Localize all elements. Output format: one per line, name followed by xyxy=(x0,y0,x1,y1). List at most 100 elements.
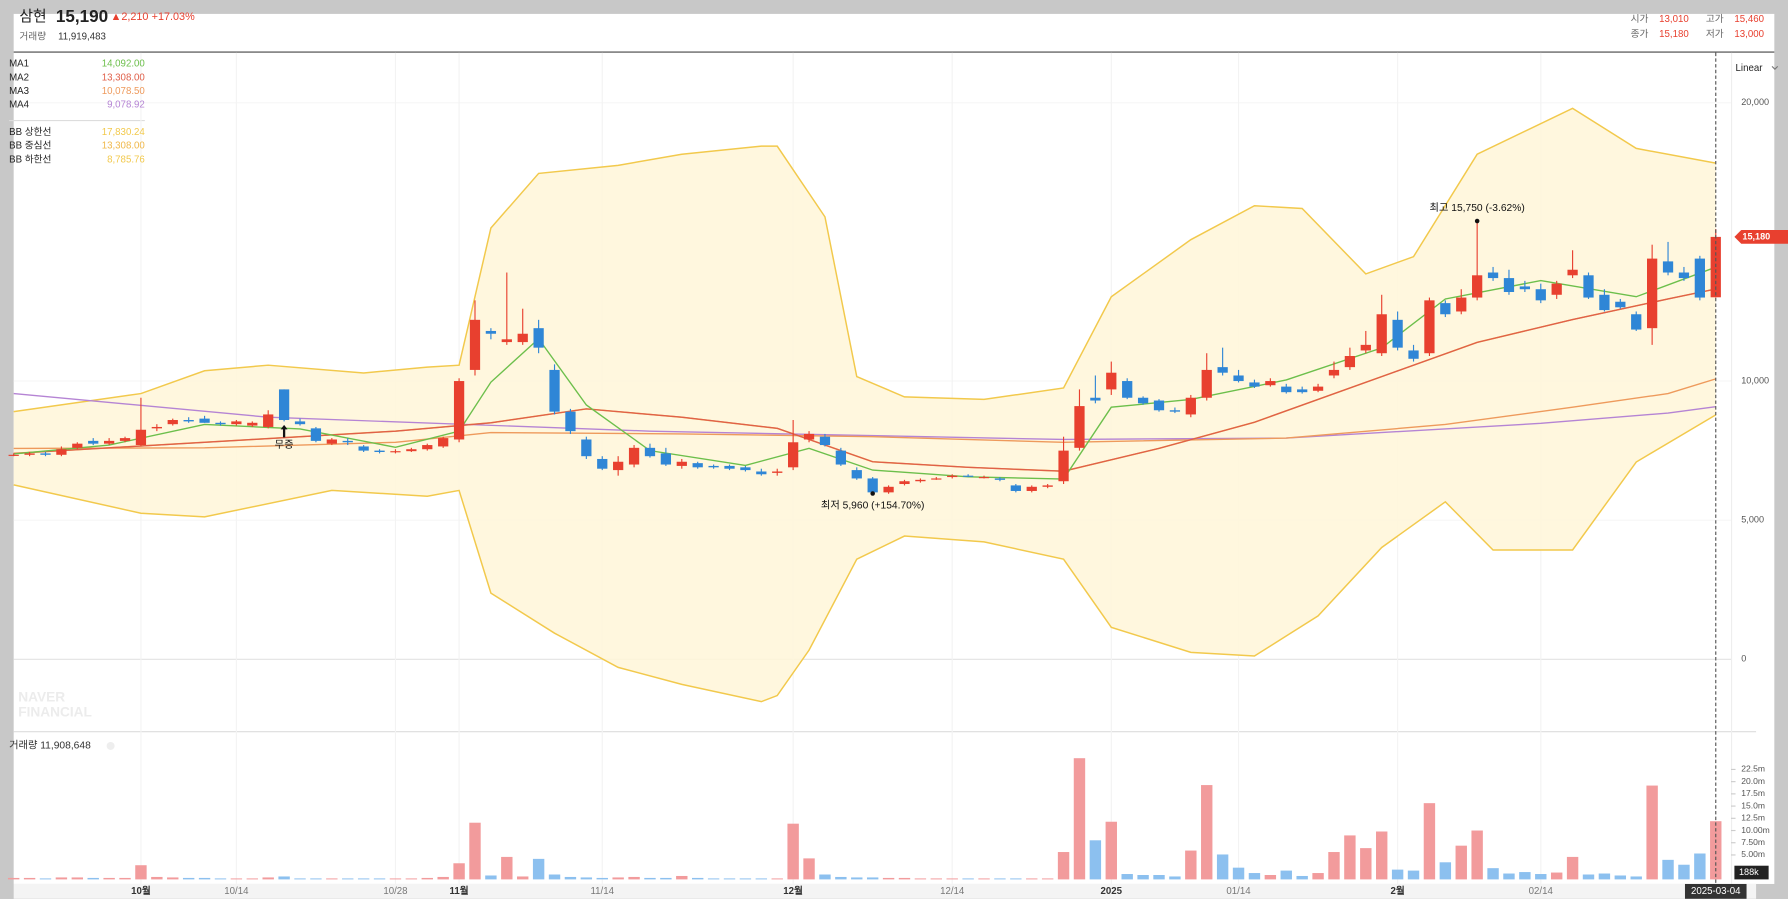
volume-bar xyxy=(1280,870,1292,880)
candle-body xyxy=(613,461,624,471)
candle-body xyxy=(1392,319,1403,348)
scale-chevron[interactable] xyxy=(1771,65,1779,71)
candle-body xyxy=(1090,397,1101,401)
volume-bar xyxy=(771,878,783,880)
volume-settings-icon[interactable] xyxy=(106,741,115,750)
y-tick-label: 5,000 xyxy=(1741,515,1764,525)
volume-bar xyxy=(676,875,688,880)
volume-bar xyxy=(978,878,990,880)
candle-body xyxy=(1233,375,1244,382)
quote-label: 고가 xyxy=(1706,13,1724,25)
quote-value: 15,460 xyxy=(1734,14,1764,25)
candle-body xyxy=(422,445,433,450)
volume-bar xyxy=(198,877,211,880)
candle-body xyxy=(1487,272,1499,279)
candle-body xyxy=(1551,283,1562,295)
annotation-label: 무증 xyxy=(275,439,294,451)
candle-body xyxy=(119,438,131,441)
volume-bar xyxy=(532,858,545,880)
x-tick-label: 12월 xyxy=(783,885,803,897)
watermark: FINANCIAL xyxy=(18,705,92,720)
quote-value: 13,000 xyxy=(1734,29,1764,40)
volume-tag-label: 188k xyxy=(1739,867,1759,877)
quote-label: 시가 xyxy=(1631,13,1649,25)
candle-body xyxy=(326,439,337,444)
candle-body xyxy=(342,440,353,443)
candle-body xyxy=(1026,486,1037,491)
x-tick-label: 02/14 xyxy=(1529,886,1554,897)
candle-body xyxy=(676,461,687,466)
volume-bar xyxy=(294,878,306,880)
x-tick-label: 2월 xyxy=(1390,885,1404,897)
candle-body xyxy=(1503,278,1515,292)
volume-bar xyxy=(389,878,402,880)
candle-body xyxy=(1312,386,1324,391)
volume-bar xyxy=(1137,874,1149,880)
candle-body xyxy=(788,442,799,468)
candle-body xyxy=(1662,261,1674,273)
volume-bar xyxy=(167,877,179,880)
volume-bar xyxy=(835,876,847,880)
volume-bar xyxy=(1646,785,1658,880)
volume-tick-label: 5.00m xyxy=(1741,849,1765,859)
volume-bar xyxy=(373,878,386,880)
volume-bar xyxy=(851,877,863,880)
volume-title: 거래량 11,908,648 xyxy=(9,740,91,752)
candle-body xyxy=(740,467,751,471)
candle-body xyxy=(708,465,719,468)
stock-name: 삼현 xyxy=(19,8,46,25)
date-strip xyxy=(13,883,1757,899)
candle-body xyxy=(1694,258,1705,298)
price-change: ▲2,210 xyxy=(111,11,149,23)
volume-bar xyxy=(39,878,52,880)
volume-bar xyxy=(135,865,147,880)
legend-value: 17,830.24 xyxy=(102,127,146,138)
volume-bar xyxy=(310,878,322,880)
candle-body xyxy=(756,471,767,475)
candle-body xyxy=(294,421,306,425)
volume-bar xyxy=(437,876,449,880)
candle-body xyxy=(1169,410,1181,412)
annotation-label: 최저 5,960 (+154.70%) xyxy=(821,500,924,512)
volume-bar xyxy=(1185,850,1197,880)
candle-body xyxy=(724,465,735,469)
scale-button[interactable]: Linear xyxy=(1736,63,1764,74)
x-tick-label: 11월 xyxy=(450,885,469,897)
volume-bar xyxy=(262,877,274,880)
volume-bar xyxy=(1232,867,1245,880)
volume-bar xyxy=(1582,874,1595,880)
candle-body xyxy=(1424,300,1435,354)
legend-value: 10,078.50 xyxy=(102,86,146,97)
volume-bar xyxy=(1566,856,1579,880)
candle-body xyxy=(1281,386,1292,393)
volume-bar xyxy=(882,877,895,880)
candle-body xyxy=(358,446,369,451)
legend-name: BB 중심선 xyxy=(9,140,51,152)
candle-body xyxy=(660,453,672,465)
price-change-pct: +17.03% xyxy=(152,11,195,23)
price-tag xyxy=(1734,230,1788,244)
volume-bar xyxy=(342,878,354,880)
candle-body xyxy=(1376,314,1387,354)
volume-tick-label: 22.5m xyxy=(1741,764,1765,774)
x-tick-label: 11/14 xyxy=(590,886,614,897)
volume-bar xyxy=(803,858,815,880)
candle-body xyxy=(772,471,783,473)
volume-bar xyxy=(1153,874,1165,880)
candle-body xyxy=(183,420,194,422)
volume-bar xyxy=(71,877,84,880)
candle-body xyxy=(1153,400,1165,411)
volume-bar xyxy=(517,876,529,880)
candle-body xyxy=(962,475,974,477)
volume-bar xyxy=(1201,785,1213,880)
candle-body xyxy=(1106,372,1117,390)
legend-value: 8,785.76 xyxy=(107,154,145,165)
volume-bar xyxy=(55,877,68,880)
candle-body xyxy=(883,486,894,493)
volume-bar xyxy=(1391,869,1404,880)
volume-bar xyxy=(357,878,370,880)
candle-body xyxy=(819,436,831,446)
candle-body xyxy=(1710,236,1721,298)
candle-body xyxy=(994,478,1006,480)
volume-bar xyxy=(23,877,36,880)
